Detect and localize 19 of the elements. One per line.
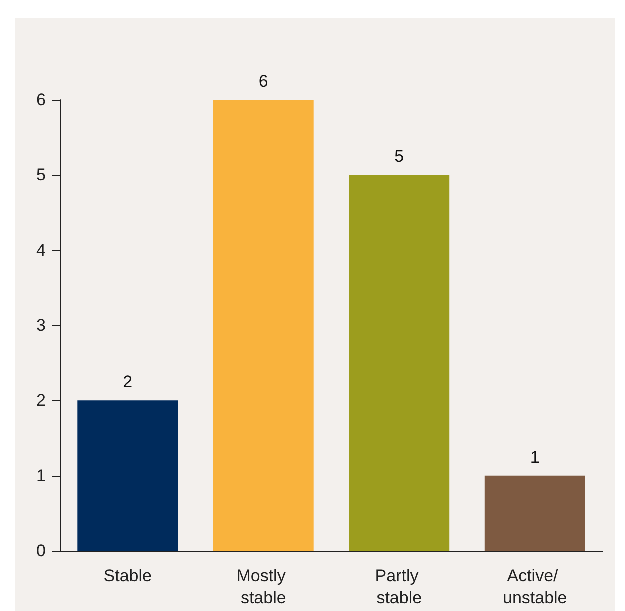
y-tick-label: 1 [36, 466, 46, 486]
data-label: 5 [394, 147, 404, 166]
y-tick-label: 3 [36, 316, 46, 335]
y-tick-label: 5 [36, 166, 46, 185]
y-tick-label: 2 [36, 391, 46, 410]
data-label: 1 [530, 448, 540, 467]
x-tick-label: Active/ unstable [502, 566, 568, 608]
data-label: 2 [123, 372, 133, 392]
data-label: 6 [258, 72, 268, 91]
y-tick-label: 4 [36, 240, 46, 260]
bar [78, 400, 178, 551]
bar [213, 100, 314, 551]
y-tick-label: 0 [36, 542, 46, 560]
x-tick-label: Stable [104, 566, 152, 586]
x-tick-label: Partly stable [375, 566, 424, 608]
bar [349, 175, 450, 551]
x-tick-label: Mostly stable [236, 566, 291, 608]
bar [484, 476, 586, 551]
y-tick-label: 6 [36, 90, 46, 110]
